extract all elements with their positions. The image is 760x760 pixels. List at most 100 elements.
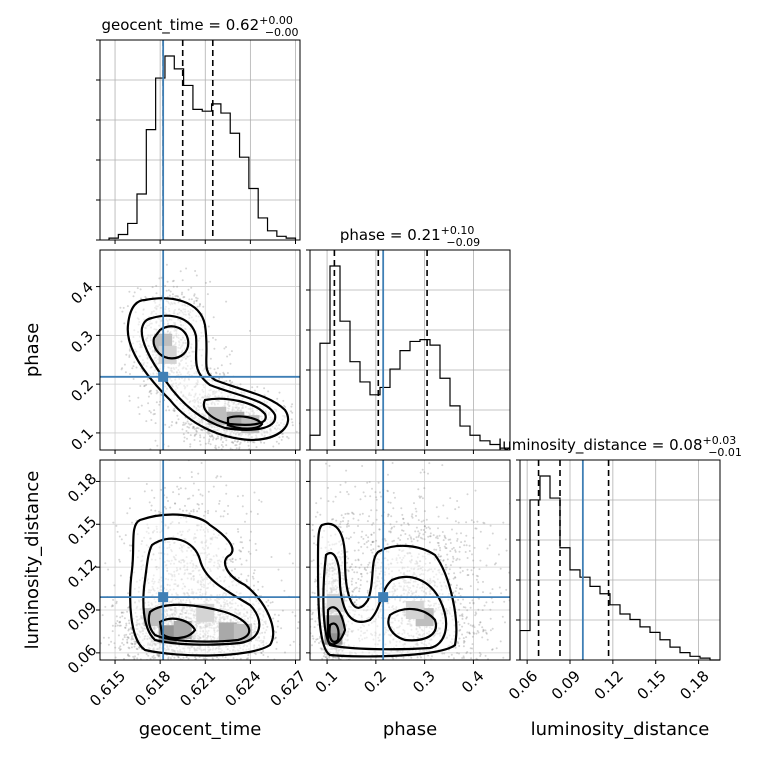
sample-point <box>213 671 215 673</box>
sample-point <box>114 625 117 628</box>
sample-point <box>158 277 161 280</box>
sample-point <box>128 655 131 658</box>
sample-point <box>126 610 129 613</box>
sample-point <box>334 666 336 668</box>
sample-point <box>155 292 158 295</box>
sample-point <box>235 447 238 450</box>
sample-point <box>229 379 231 382</box>
sample-point <box>276 397 279 400</box>
sample-point <box>153 667 155 669</box>
sample-point <box>147 670 149 672</box>
sample-point <box>145 420 148 423</box>
sample-point <box>174 295 177 298</box>
sample-point <box>330 731 332 733</box>
sample-point <box>150 419 153 421</box>
sample-point <box>246 440 249 443</box>
sample-point <box>189 662 191 664</box>
sample-point <box>128 356 131 358</box>
sample-point <box>128 628 130 631</box>
sample-point <box>347 677 349 679</box>
sample-point <box>326 657 329 660</box>
sample-point <box>224 756 226 758</box>
sample-point <box>126 642 129 644</box>
sample-point <box>218 500 221 502</box>
sample-point <box>325 705 327 707</box>
sample-point <box>192 510 195 513</box>
sample-point <box>219 515 222 518</box>
sample-point <box>185 656 188 658</box>
sample-point <box>230 441 233 444</box>
sample-point <box>184 422 187 425</box>
sample-point <box>223 662 225 664</box>
sample-point <box>124 626 127 629</box>
sample-point <box>229 664 231 666</box>
sample-point <box>212 438 214 441</box>
sample-point <box>118 647 121 650</box>
sample-point <box>212 742 214 744</box>
sample-point <box>198 305 201 308</box>
sample-point <box>219 661 221 663</box>
sample-point <box>336 706 338 708</box>
sample-point <box>260 651 263 654</box>
sample-point <box>130 628 133 631</box>
sample-point <box>214 338 217 341</box>
truth-marker <box>158 371 169 382</box>
sample-point <box>284 406 287 408</box>
sample-point <box>333 735 335 737</box>
sample-point <box>245 559 248 562</box>
sample-point <box>351 563 353 566</box>
sample-point <box>119 649 121 651</box>
sample-point <box>182 664 184 666</box>
sample-point <box>291 424 294 427</box>
sample-point <box>290 405 293 408</box>
sample-point <box>336 694 338 696</box>
sample-point <box>156 391 159 394</box>
sample-point <box>171 280 174 283</box>
sample-point <box>112 598 115 601</box>
sample-point <box>270 556 273 558</box>
sample-point <box>129 497 131 500</box>
sample-point <box>224 656 227 659</box>
sample-point <box>183 440 186 443</box>
sample-point <box>146 378 149 381</box>
sample-point <box>275 440 278 443</box>
sample-point <box>167 656 170 659</box>
sample-point <box>220 444 223 446</box>
sample-point <box>321 657 324 660</box>
sample-point <box>262 650 265 653</box>
sample-point <box>300 418 302 420</box>
sample-point <box>255 446 258 449</box>
sample-point <box>138 646 141 649</box>
sample-point <box>291 411 294 414</box>
sample-point <box>147 667 149 669</box>
sample-point <box>143 385 146 388</box>
sample-point <box>231 668 233 670</box>
sample-point <box>187 422 190 425</box>
sample-point <box>272 445 275 448</box>
sample-point <box>199 302 201 305</box>
title-plus: +0.00 <box>259 14 293 27</box>
sample-point <box>134 642 137 645</box>
sample-point <box>325 656 328 659</box>
sample-point <box>168 409 171 412</box>
sample-point <box>119 620 121 623</box>
sample-point <box>150 504 153 507</box>
sample-point <box>234 444 237 447</box>
panel-content <box>100 460 300 758</box>
sample-point <box>194 433 196 436</box>
sample-point <box>116 624 119 627</box>
panel-frame <box>99 39 301 241</box>
sample-point <box>206 293 209 296</box>
sample-point <box>343 667 345 669</box>
sample-point <box>186 425 189 428</box>
sample-point <box>196 662 198 664</box>
sample-point <box>223 374 226 377</box>
sample-point <box>213 347 216 350</box>
sample-point <box>207 340 210 343</box>
sample-point <box>297 621 300 624</box>
sample-point <box>283 589 286 592</box>
sample-point <box>250 510 253 513</box>
sample-point <box>271 601 274 604</box>
sample-point <box>158 510 160 513</box>
